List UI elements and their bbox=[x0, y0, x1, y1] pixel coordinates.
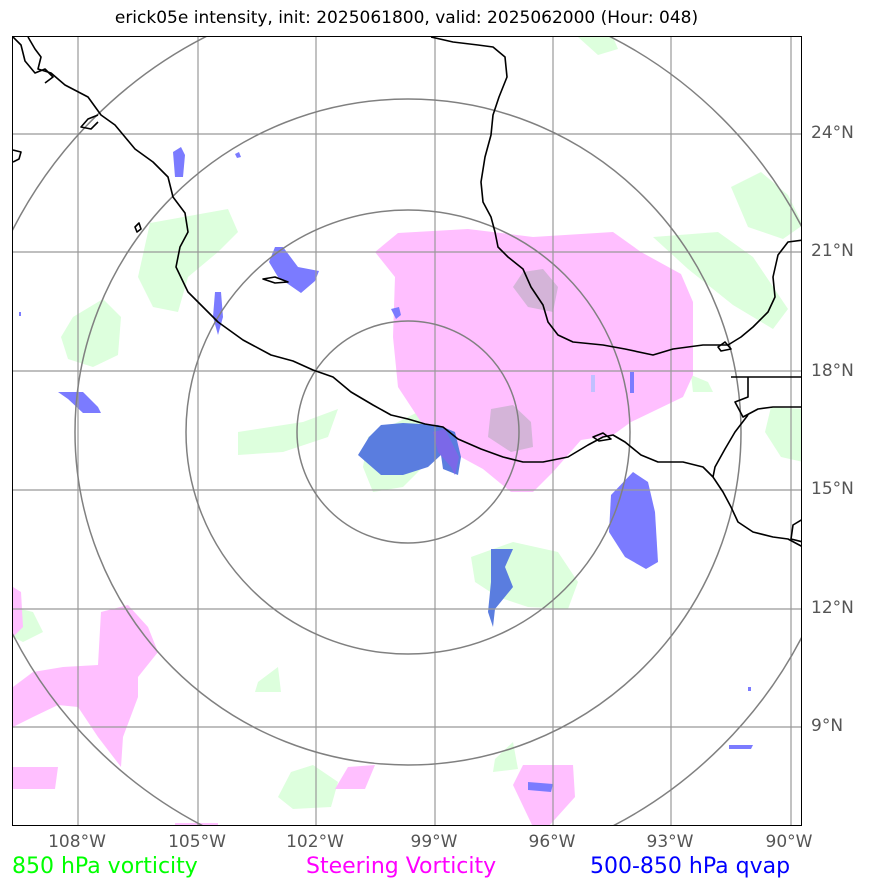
vorticity-850-region bbox=[578, 37, 618, 55]
lat-label-21n: 21°N bbox=[811, 241, 854, 261]
vorticity-850-region bbox=[731, 172, 801, 239]
lon-label-90w: 90°W bbox=[765, 832, 813, 852]
graticule bbox=[13, 37, 801, 825]
vorticity-850-region bbox=[238, 409, 338, 455]
steering-vorticity-region bbox=[375, 229, 693, 492]
vorticity-850-region bbox=[691, 375, 713, 392]
lat-label-12n: 12°N bbox=[811, 598, 854, 618]
qvap-region bbox=[19, 312, 21, 316]
qvap-region bbox=[269, 247, 319, 293]
steering-vorticity-overlap bbox=[513, 269, 558, 312]
lon-label-99w: 99°W bbox=[410, 832, 458, 852]
qvap-region bbox=[213, 292, 223, 335]
steering-vorticity-region bbox=[513, 765, 575, 825]
qvap-region bbox=[391, 307, 401, 319]
lon-label-105w: 105°W bbox=[168, 832, 226, 852]
steering-vorticity-region bbox=[13, 587, 23, 637]
coastline bbox=[13, 37, 801, 547]
steering-vorticity-overlap bbox=[488, 405, 533, 452]
vorticity-850-region bbox=[493, 742, 518, 772]
qvap-region bbox=[488, 549, 513, 627]
map-canvas bbox=[13, 37, 801, 825]
qvap-region bbox=[58, 392, 101, 413]
legend-qvap: 500-850 hPa qvap bbox=[590, 854, 791, 879]
qvap-region bbox=[748, 687, 751, 691]
map-title: erick05e intensity, init: 2025061800, va… bbox=[114, 8, 699, 28]
legend-850-vorticity: 850 hPa vorticity bbox=[12, 854, 198, 879]
lat-label-9n: 9°N bbox=[811, 716, 844, 736]
qvap-region bbox=[235, 152, 241, 158]
qvap-region bbox=[729, 745, 753, 749]
qvap-region bbox=[609, 472, 658, 569]
lon-label-102w: 102°W bbox=[286, 832, 344, 852]
steering-vorticity-region bbox=[175, 823, 218, 825]
legend-steering-vorticity: Steering Vorticity bbox=[306, 854, 497, 879]
vorticity-850-region bbox=[765, 407, 801, 462]
lat-label-15n: 15°N bbox=[811, 479, 854, 499]
qvap-region bbox=[173, 147, 185, 177]
vorticity-850-region bbox=[653, 232, 788, 329]
qvap-region bbox=[528, 782, 553, 792]
lat-label-18n: 18°N bbox=[811, 361, 854, 381]
vorticity-850-region bbox=[138, 209, 238, 312]
vorticity-850-region bbox=[255, 667, 281, 692]
steering-vorticity-region bbox=[13, 767, 58, 789]
vorticity-850-region bbox=[471, 542, 578, 609]
qvap-region bbox=[630, 372, 634, 393]
lat-label-24n: 24°N bbox=[811, 123, 854, 143]
qvap-region bbox=[591, 375, 595, 392]
steering-vorticity-region bbox=[335, 765, 375, 789]
lon-label-108w: 108°W bbox=[48, 832, 106, 852]
lon-label-93w: 93°W bbox=[646, 832, 694, 852]
qvap-region bbox=[433, 429, 459, 475]
map-panel bbox=[12, 36, 802, 826]
lon-label-96w: 96°W bbox=[528, 832, 576, 852]
range-rings bbox=[13, 37, 801, 825]
vorticity-850-region bbox=[61, 299, 121, 367]
vorticity-850-region bbox=[278, 765, 338, 809]
